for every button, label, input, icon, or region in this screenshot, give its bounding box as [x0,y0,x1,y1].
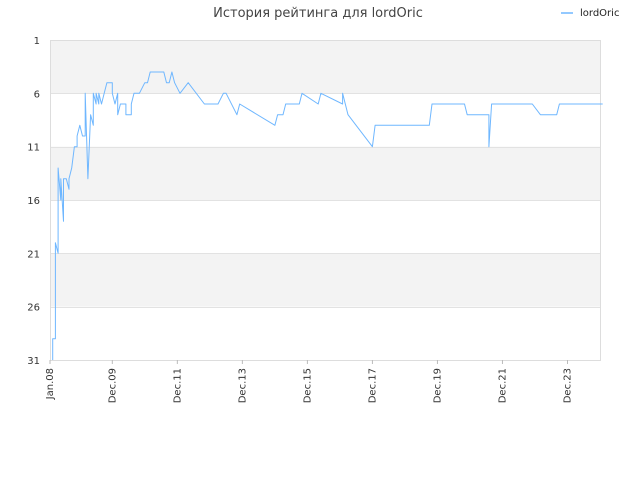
y-tick-label: 16 [27,196,40,207]
series-line [52,71,603,360]
x-tick-label: Dec.09 [107,368,118,403]
grid-band [50,253,600,307]
grid-band [50,306,600,360]
y-tick-label: 1 [34,36,40,47]
chart-title: История рейтинга для lordOric [213,6,423,21]
legend: lordOric [561,8,619,19]
x-axis: Jan.08 Dec.09 Dec.11 Dec.13 Dec.15 Dec.17 Dec.… [45,360,573,403]
grid-band [50,93,600,147]
x-tick-label: Dec.13 [237,368,248,403]
y-tick-label: 6 [34,89,40,100]
x-tick-label: Dec.23 [562,368,573,403]
x-tick-label: Dec.15 [302,368,313,403]
x-tick-label: Dec.19 [432,368,443,403]
y-tick-label: 26 [27,303,40,314]
y-tick-label: 21 [27,249,40,260]
x-tick-label: Dec.21 [497,368,508,403]
x-tick-label: Dec.17 [367,368,378,403]
x-tick-label: Jan.08 [45,368,56,400]
y-tick-label: 11 [27,143,40,154]
grid-lines [50,40,600,361]
legend-label: lordOric [580,8,619,19]
series-layer [52,71,603,360]
x-tick-label: Dec.11 [172,368,183,403]
grid-bands [50,40,600,360]
grid-band [50,146,600,200]
grid-band [50,40,600,94]
plot-border [50,40,601,361]
grid-band [50,200,600,254]
y-tick-label: 31 [27,356,40,367]
